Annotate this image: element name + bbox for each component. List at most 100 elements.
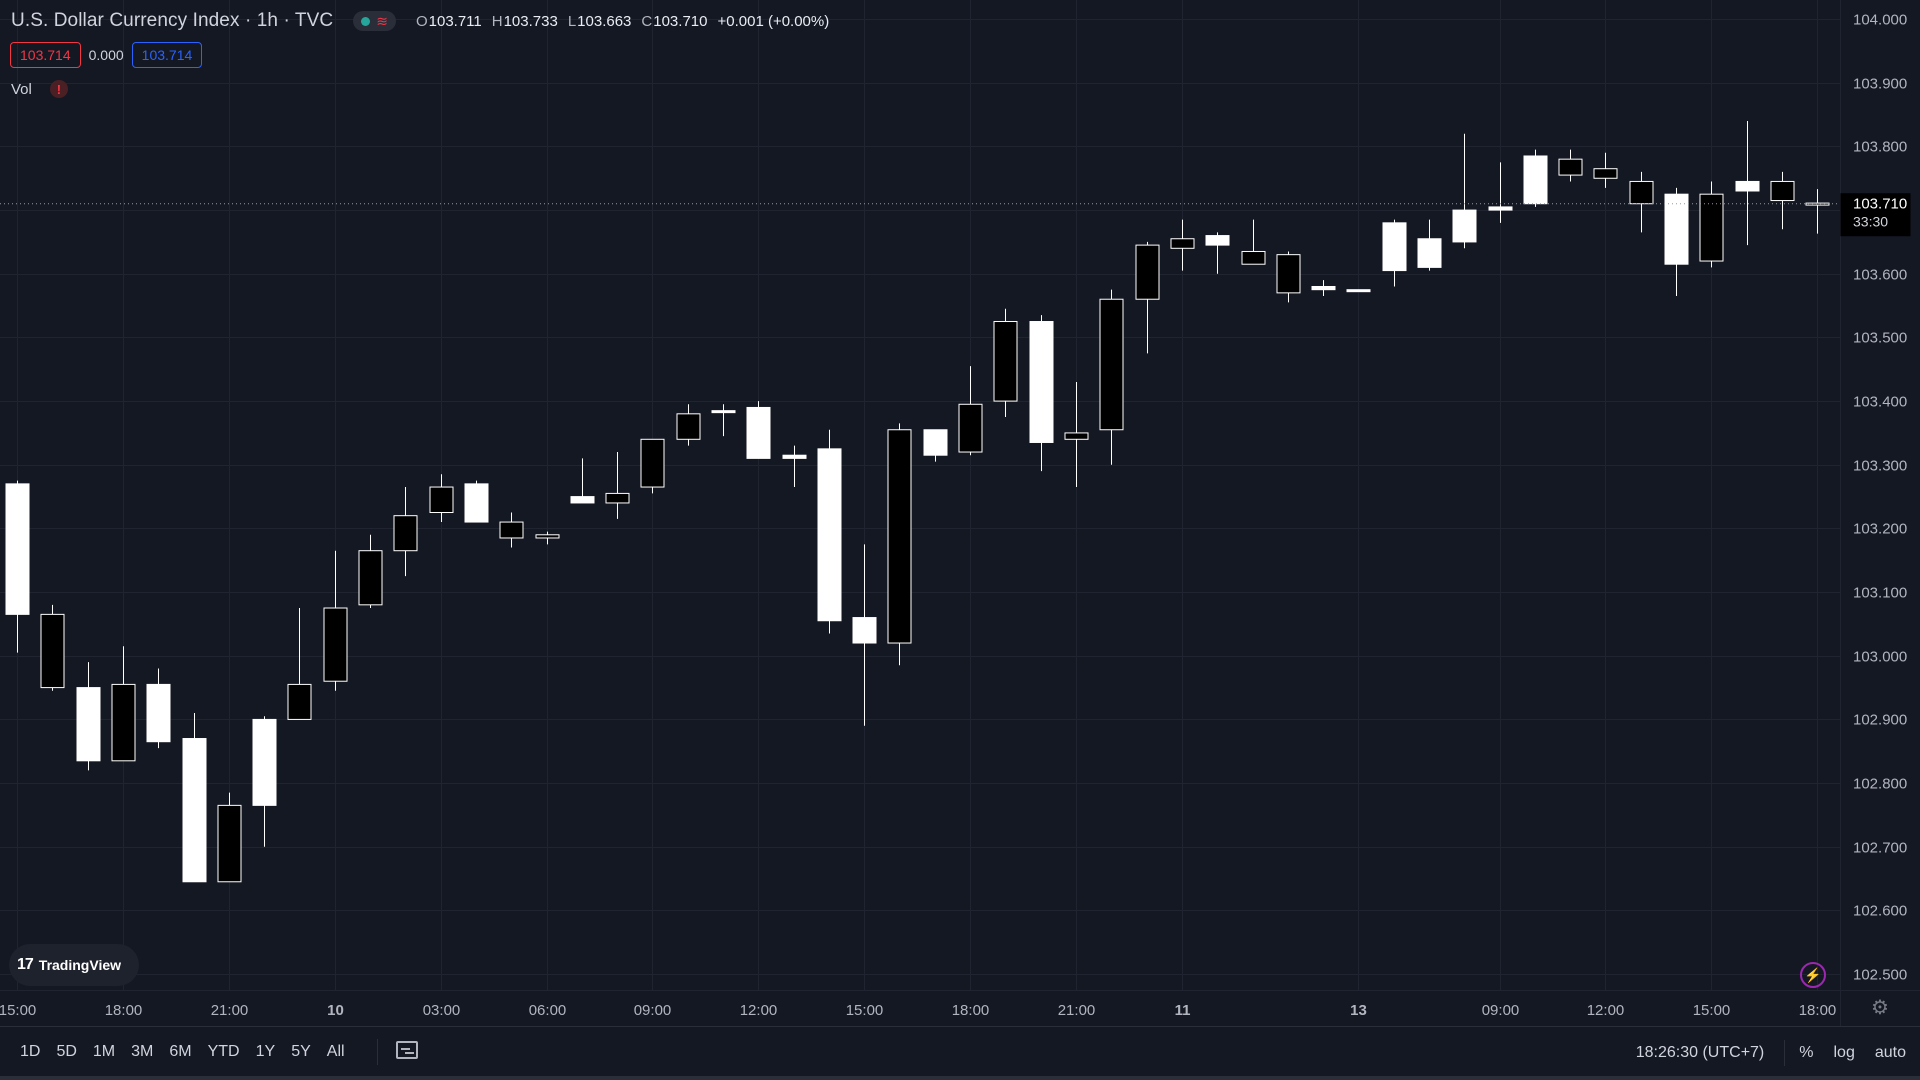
go-to-date-icon[interactable] (396, 1041, 418, 1059)
range-button-1y[interactable]: 1Y (255, 1043, 276, 1060)
candle-body (76, 687, 101, 762)
warning-icon[interactable]: ! (49, 80, 68, 98)
log-scale-button[interactable]: log (1833, 1044, 1855, 1061)
toolbar-right: 18:26:30 (UTC+7) % log auto (1636, 1040, 1906, 1066)
range-button-5y[interactable]: 5Y (291, 1043, 311, 1060)
candle-body (429, 486, 454, 514)
price-axis[interactable]: 104.000103.900103.800103.700103.600103.5… (1853, 12, 1907, 984)
range-button-1d[interactable]: 1D (20, 1043, 41, 1060)
time-tick-label: 15:00 (846, 1002, 884, 1019)
time-tick-label: 15:00 (0, 1002, 36, 1019)
gear-icon[interactable]: ⚙ (1871, 997, 1889, 1019)
candle (499, 512, 524, 548)
candle-body (570, 496, 595, 504)
candle-body (287, 683, 312, 720)
toolbar-divider-right (1784, 1040, 1786, 1066)
candle-body (146, 683, 171, 743)
candle-body (358, 550, 383, 606)
buy-price-button[interactable]: 103.714 (131, 42, 203, 68)
candle-body (711, 410, 736, 414)
candle-body (923, 429, 948, 456)
candle-body (1135, 244, 1160, 300)
tradingview-logo-icon: 17 (17, 956, 34, 973)
price-tick-label: 103.100 (1853, 585, 1907, 602)
candle-body (1488, 206, 1513, 211)
time-tick-label: 21:00 (1058, 1002, 1096, 1019)
candle-body (182, 738, 207, 883)
market-status-pill[interactable]: ≋ (353, 11, 396, 31)
candle-body (640, 438, 665, 488)
candle (182, 713, 207, 883)
tradingview-logo[interactable]: 17 TradingView (9, 944, 139, 986)
ohlc-close: C103.710 (641, 12, 708, 30)
toolbar-divider (377, 1039, 378, 1065)
last-price-marker: 103.710 33:30 (0, 193, 1911, 237)
price-tick-label: 102.700 (1853, 840, 1907, 857)
candle (535, 531, 560, 545)
range-button-1m[interactable]: 1M (92, 1043, 116, 1060)
candle (111, 646, 136, 762)
price-tick-label: 103.300 (1853, 458, 1907, 475)
candle-body (1311, 285, 1336, 291)
candle-body (1346, 289, 1371, 293)
range-button-6m[interactable]: 6M (169, 1043, 192, 1060)
candle (1523, 149, 1548, 207)
time-tick-label: 18:00 (105, 1002, 143, 1019)
last-price-box (1840, 193, 1911, 237)
time-axis[interactable]: 15:00 18:00 21:00 10 03:00 06:00 09:00 12:00 15:… (0, 1002, 1836, 1019)
time-tick-label: 09:00 (634, 1002, 672, 1019)
percent-scale-button[interactable]: % (1799, 1044, 1814, 1061)
candle-body (1664, 193, 1689, 265)
candle (782, 445, 807, 488)
candle-body (5, 483, 30, 615)
candle (429, 474, 454, 523)
candle (1346, 289, 1371, 293)
candle (887, 423, 912, 666)
volume-label[interactable]: Vol (11, 80, 32, 98)
price-tick-label: 103.900 (1853, 76, 1907, 93)
range-button-ytd[interactable]: YTD (207, 1043, 240, 1060)
range-button-3m[interactable]: 3M (131, 1043, 154, 1060)
candle-body (852, 617, 877, 644)
candle (1029, 315, 1054, 472)
time-tick-label: 09:00 (1482, 1002, 1520, 1019)
time-tick-label: 12:00 (1587, 1002, 1625, 1019)
symbol-legend: U.S. Dollar Currency Index · 1h · TVC ≋ … (11, 8, 829, 34)
price-tick-label: 103.200 (1853, 521, 1907, 538)
price-tick-label: 103.400 (1853, 394, 1907, 411)
candle (464, 480, 489, 523)
candle-body (252, 718, 277, 806)
candle (1558, 149, 1583, 182)
axes (0, 0, 1920, 1026)
flash-icon[interactable]: ⚡ (1800, 962, 1826, 988)
candle-body (1593, 168, 1618, 179)
symbol-title[interactable]: U.S. Dollar Currency Index · 1h · TVC (11, 10, 334, 31)
candle (1241, 219, 1266, 265)
candle-body (1805, 202, 1830, 206)
time-tick-label: 03:00 (423, 1002, 461, 1019)
candle (570, 458, 595, 504)
candle-body (1241, 250, 1266, 265)
range-button-5d[interactable]: 5D (56, 1043, 77, 1060)
candle (852, 544, 877, 726)
candle-body (1170, 238, 1195, 249)
candle-body (1629, 180, 1654, 205)
candle (5, 480, 30, 653)
ohlc-low: L103.663 (567, 12, 632, 30)
price-tick-label: 102.600 (1853, 903, 1907, 920)
volume-legend: Vol ! (11, 80, 68, 98)
range-button-all[interactable]: All (326, 1043, 345, 1060)
price-tick-label: 103.000 (1853, 649, 1907, 666)
candle-body (782, 454, 807, 459)
candle-body (746, 406, 771, 459)
candle-body (958, 403, 983, 453)
candle (1099, 289, 1124, 465)
auto-scale-button[interactable]: auto (1874, 1044, 1906, 1061)
price-tick-label: 103.800 (1853, 139, 1907, 156)
timezone-clock[interactable]: 18:26:30 (UTC+7) (1635, 1044, 1765, 1061)
time-tick-label: 11 (1175, 1002, 1191, 1019)
price-tick-label: 102.500 (1853, 967, 1907, 984)
sell-price-button[interactable]: 103.714 (10, 42, 81, 68)
candle-body (1699, 193, 1724, 262)
